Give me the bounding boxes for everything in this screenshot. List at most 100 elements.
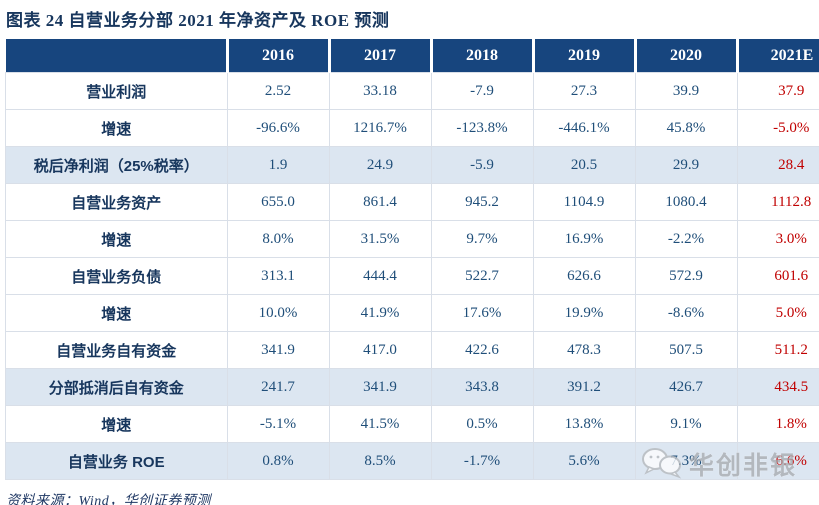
cell-2021E: 511.2 [736, 331, 819, 369]
year-header-2018: 2018 [429, 39, 533, 73]
row-label: 增速 [5, 294, 228, 332]
cell-2020: 7.3% [634, 442, 738, 480]
cell-2018: 343.8 [430, 368, 534, 406]
cell-2021E: 5.0% [736, 294, 819, 332]
table-row-8: 分部抵消后自有资金 241.7 341.9 343.8 391.2 426.7 434.5 [5, 368, 819, 406]
year-header-2020: 2020 [633, 39, 737, 73]
row-label: 营业利润 [5, 72, 228, 110]
cell-2018: 9.7% [430, 220, 534, 258]
cell-2021E: 1112.8 [736, 183, 819, 221]
table-row-3: 自营业务资产 655.0 861.4 945.2 1104.9 1080.4 1112.8 [5, 183, 819, 221]
cell-2019: 391.2 [532, 368, 636, 406]
figure-title: 图表 24 自营业务分部 2021 年净资产及 ROE 预测 [6, 11, 390, 30]
cell-2020: 572.9 [634, 257, 738, 295]
row-label: 增速 [5, 405, 228, 443]
cell-2021E: 37.9 [736, 72, 819, 110]
cell-2019: 626.6 [532, 257, 636, 295]
cell-2019: 5.6% [532, 442, 636, 480]
cell-2020: 29.9 [634, 146, 738, 184]
cell-2017: 31.5% [328, 220, 432, 258]
table-row-5: 自营业务负债 313.1 444.4 522.7 626.6 572.9 601.6 [5, 257, 819, 295]
cell-2017: 341.9 [328, 368, 432, 406]
cell-2017: 41.9% [328, 294, 432, 332]
cell-2016: 8.0% [226, 220, 330, 258]
cell-2019: 20.5 [532, 146, 636, 184]
cell-2017: 41.5% [328, 405, 432, 443]
table-row-10: 自营业务 ROE 0.8% 8.5% -1.7% 5.6% 7.3% 6.6% [5, 442, 819, 480]
cell-2018: -7.9 [430, 72, 534, 110]
cell-2016: -96.6% [226, 109, 330, 147]
year-header-2021E: 2021E [735, 39, 819, 73]
cell-2016: -5.1% [226, 405, 330, 443]
cell-2018: -1.7% [430, 442, 534, 480]
cell-2016: 313.1 [226, 257, 330, 295]
table-row-0: 营业利润 2.52 33.18 -7.9 27.3 39.9 37.9 [5, 72, 819, 110]
cell-2019: 27.3 [532, 72, 636, 110]
data-source: 资料来源：Wind，华创证券预测 [6, 494, 211, 505]
cell-2018: -5.9 [430, 146, 534, 184]
cell-2019: 1104.9 [532, 183, 636, 221]
row-label: 增速 [5, 220, 228, 258]
cell-2021E: 1.8% [736, 405, 819, 443]
cell-2017: 417.0 [328, 331, 432, 369]
cell-2018: 0.5% [430, 405, 534, 443]
cell-2020: -8.6% [634, 294, 738, 332]
row-label: 自营业务负债 [5, 257, 228, 295]
cell-2018: 945.2 [430, 183, 534, 221]
cell-2020: 39.9 [634, 72, 738, 110]
cell-2020: 507.5 [634, 331, 738, 369]
table-header-row: 2016 2017 2018 2019 2020 2021E [5, 39, 819, 73]
cell-2021E: 434.5 [736, 368, 819, 406]
year-header-2019: 2019 [531, 39, 635, 73]
row-label: 自营业务自有资金 [5, 331, 228, 369]
cell-2017: 444.4 [328, 257, 432, 295]
cell-2017: 1216.7% [328, 109, 432, 147]
cell-2020: 1080.4 [634, 183, 738, 221]
cell-2019: -446.1% [532, 109, 636, 147]
cell-2018: -123.8% [430, 109, 534, 147]
cell-2017: 24.9 [328, 146, 432, 184]
table-row-6: 增速 10.0% 41.9% 17.6% 19.9% -8.6% 5.0% [5, 294, 819, 332]
table-row-2: 税后净利润（25%税率） 1.9 24.9 -5.9 20.5 29.9 28.4 [5, 146, 819, 184]
cell-2016: 341.9 [226, 331, 330, 369]
cell-2021E: 6.6% [736, 442, 819, 480]
cell-2020: 426.7 [634, 368, 738, 406]
forecast-table: 2016 2017 2018 2019 2020 2021E 营业利润 2.52 33.18-… [5, 39, 819, 480]
cell-2019: 478.3 [532, 331, 636, 369]
cell-2016: 1.9 [226, 146, 330, 184]
cell-2019: 13.8% [532, 405, 636, 443]
cell-2019: 19.9% [532, 294, 636, 332]
cell-2020: 9.1% [634, 405, 738, 443]
row-label: 自营业务 ROE [5, 442, 228, 480]
year-header-2016: 2016 [225, 39, 329, 73]
table-row-9: 增速 -5.1% 41.5% 0.5% 13.8% 9.1% 1.8% [5, 405, 819, 443]
cell-2021E: 3.0% [736, 220, 819, 258]
table-row-4: 增速 8.0% 31.5% 9.7% 16.9% -2.2% 3.0% [5, 220, 819, 258]
header-label-cell [5, 39, 227, 73]
cell-2016: 0.8% [226, 442, 330, 480]
table-body: 营业利润 2.52 33.18 -7.9 27.3 39.9 37.9 增速 -96.6% 121… [5, 72, 819, 480]
cell-2016: 10.0% [226, 294, 330, 332]
cell-2018: 17.6% [430, 294, 534, 332]
year-header-2017: 2017 [327, 39, 431, 73]
cell-2017: 861.4 [328, 183, 432, 221]
row-label: 税后净利润（25%税率） [5, 146, 228, 184]
cell-2021E: 28.4 [736, 146, 819, 184]
cell-2017: 33.18 [328, 72, 432, 110]
cell-2021E: -5.0% [736, 109, 819, 147]
cell-2021E: 601.6 [736, 257, 819, 295]
cell-2017: 8.5% [328, 442, 432, 480]
cell-2016: 655.0 [226, 183, 330, 221]
cell-2016: 2.52 [226, 72, 330, 110]
row-label: 分部抵消后自有资金 [5, 368, 228, 406]
cell-2018: 422.6 [430, 331, 534, 369]
cell-2020: 45.8% [634, 109, 738, 147]
cell-2018: 522.7 [430, 257, 534, 295]
cell-2019: 16.9% [532, 220, 636, 258]
table-row-7: 自营业务自有资金 341.9 417.0 422.6 478.3 507.5 511.2 [5, 331, 819, 369]
table-row-1: 增速 -96.6% 1216.7% -123.8% -446.1% 45.8% -5.0% [5, 109, 819, 147]
row-label: 增速 [5, 109, 228, 147]
row-label: 自营业务资产 [5, 183, 228, 221]
cell-2016: 241.7 [226, 368, 330, 406]
